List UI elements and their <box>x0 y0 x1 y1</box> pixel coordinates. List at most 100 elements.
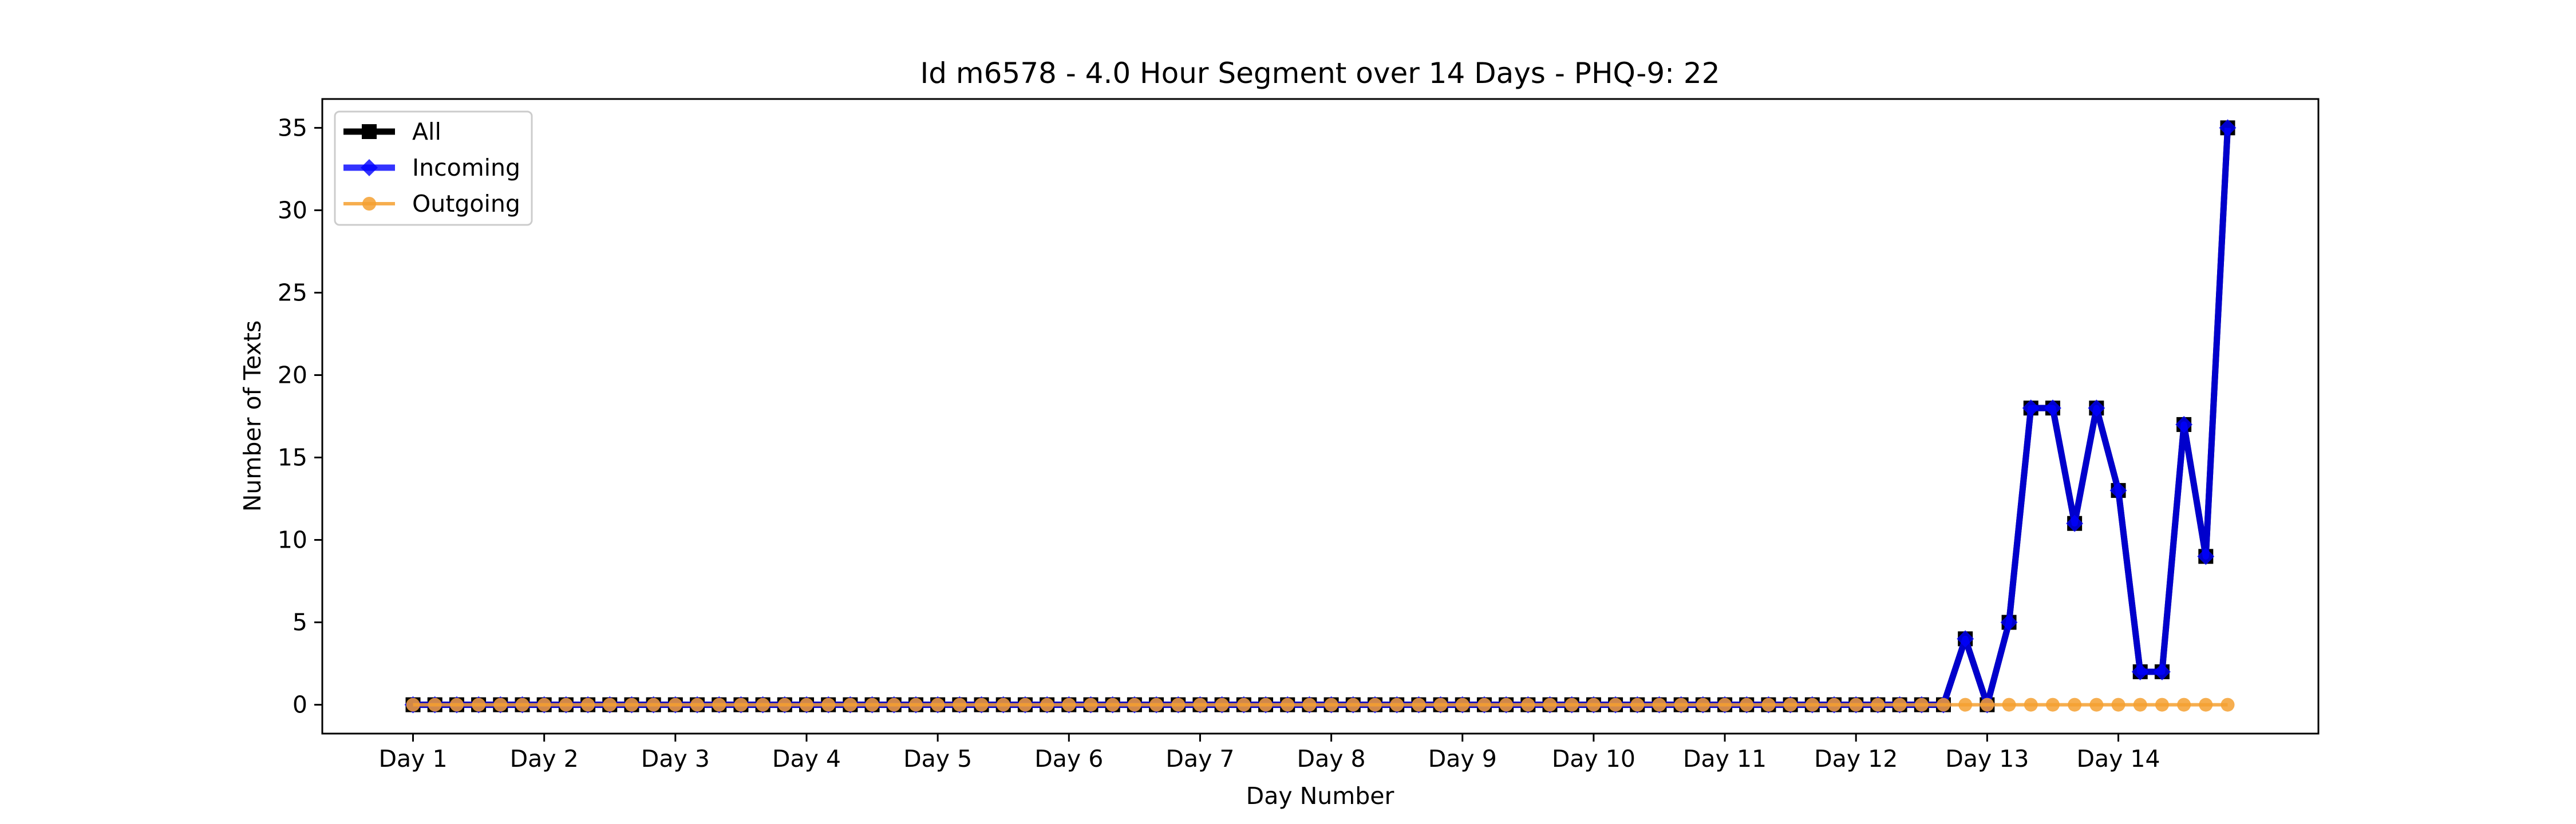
data-point <box>756 698 770 712</box>
data-point <box>1040 698 1054 712</box>
data-point <box>2219 119 2237 137</box>
x-tick-label: Day 9 <box>1428 745 1497 772</box>
data-point <box>2111 698 2125 712</box>
data-point <box>2022 399 2040 417</box>
series-all <box>405 120 2235 712</box>
data-point <box>646 698 661 712</box>
data-point <box>843 698 858 712</box>
data-point <box>2109 482 2127 500</box>
data-point <box>2045 698 2060 712</box>
data-point <box>1259 698 1273 712</box>
data-point <box>931 698 945 712</box>
series-line-incoming <box>413 128 2231 708</box>
data-point <box>1609 698 1623 712</box>
x-tick-label: Day 1 <box>378 745 447 772</box>
data-point <box>1499 698 1514 712</box>
x-axis-ticks: Day 1 Day 2 Day 3 Day 4 Day 5 Day 6 Day 7 Day 8… <box>378 734 2160 772</box>
data-point <box>406 698 420 712</box>
data-point <box>887 698 901 712</box>
data-point <box>1564 698 1579 712</box>
data-point <box>1958 698 1973 712</box>
data-point <box>1105 698 1120 712</box>
y-tick-label: 0 <box>293 691 307 719</box>
data-point <box>1761 698 1776 712</box>
x-tick-label: Day 8 <box>1297 745 1366 772</box>
series-outgoing <box>406 698 2235 712</box>
data-point <box>1236 698 1251 712</box>
data-point <box>1630 698 1645 712</box>
x-tick-label: Day 3 <box>641 745 710 772</box>
data-point <box>953 698 967 712</box>
data-point <box>2068 698 2082 712</box>
data-point <box>1084 698 1098 712</box>
data-point <box>428 698 442 712</box>
data-point <box>537 698 551 712</box>
y-axis-ticks: 0 5 10 15 20 25 30 35 <box>278 114 322 719</box>
legend-marker <box>361 159 378 176</box>
y-tick-label: 30 <box>278 196 307 224</box>
data-point <box>1368 698 1382 712</box>
data-point <box>799 698 813 712</box>
data-point <box>625 698 639 712</box>
y-tick-label: 5 <box>293 609 307 636</box>
legend-box <box>334 110 533 226</box>
data-point <box>1783 698 1797 712</box>
data-point <box>974 698 989 712</box>
data-point <box>2177 698 2191 712</box>
data-point <box>2044 399 2061 417</box>
x-tick-label: Day 6 <box>1034 745 1103 772</box>
data-point <box>996 698 1010 712</box>
data-point <box>2133 698 2147 712</box>
data-point <box>1477 698 1491 712</box>
data-point <box>908 698 923 712</box>
x-tick-label: Day 5 <box>903 745 972 772</box>
data-point <box>1302 698 1317 712</box>
data-point <box>493 698 508 712</box>
data-point <box>1521 698 1535 712</box>
data-point <box>712 698 726 712</box>
data-point <box>1281 698 1295 712</box>
data-point <box>1390 698 1404 712</box>
data-point <box>1957 630 1974 648</box>
data-point <box>1805 698 1819 712</box>
y-tick-label: 25 <box>278 279 307 306</box>
data-point <box>1849 698 1863 712</box>
x-tick-label: Day 2 <box>510 745 579 772</box>
data-point <box>690 698 705 712</box>
data-point <box>2199 698 2213 712</box>
legend-label: All <box>412 118 441 145</box>
x-tick-label: Day 14 <box>2076 745 2160 772</box>
data-point <box>2002 698 2016 712</box>
data-point <box>1827 698 1842 712</box>
data-point <box>2089 698 2104 712</box>
data-point <box>1586 698 1601 712</box>
data-point <box>1936 698 1950 712</box>
data-point <box>1018 698 1032 712</box>
data-point <box>2175 415 2193 433</box>
data-point <box>777 698 792 712</box>
data-point <box>2153 663 2171 680</box>
series-incoming <box>404 119 2237 714</box>
data-point <box>2000 613 2018 631</box>
data-point <box>449 698 464 712</box>
data-point <box>2131 663 2149 680</box>
data-point <box>821 698 836 712</box>
y-tick-label: 10 <box>278 526 307 554</box>
y-tick-label: 35 <box>278 114 307 141</box>
data-point <box>559 698 573 712</box>
x-tick-label: Day 13 <box>1945 745 2029 772</box>
x-tick-label: Day 7 <box>1165 745 1234 772</box>
plot-area-frame <box>321 98 2320 735</box>
x-tick-label: Day 12 <box>1814 745 1898 772</box>
data-point <box>2221 698 2235 712</box>
data-point <box>2197 548 2215 565</box>
data-point <box>1433 698 1448 712</box>
data-point <box>1127 698 1141 712</box>
data-point <box>1412 698 1426 712</box>
data-point <box>1674 698 1688 712</box>
data-point <box>1193 698 1207 712</box>
data-point <box>1980 698 1994 712</box>
x-axis-label: Day Number <box>1246 782 1394 810</box>
data-point <box>865 698 879 712</box>
